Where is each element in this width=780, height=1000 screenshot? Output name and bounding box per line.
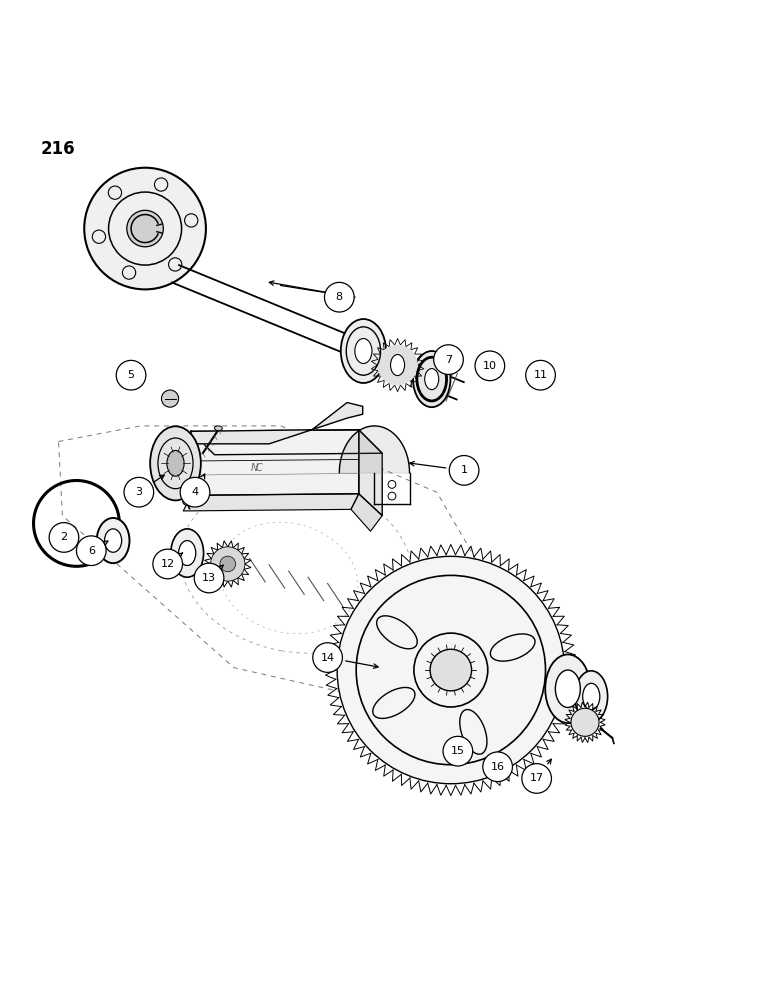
Circle shape <box>211 547 245 581</box>
Text: 4: 4 <box>191 487 199 497</box>
Circle shape <box>483 752 512 782</box>
Circle shape <box>522 764 551 793</box>
Ellipse shape <box>413 351 451 407</box>
Ellipse shape <box>341 319 386 383</box>
Circle shape <box>116 360 146 390</box>
Ellipse shape <box>105 529 122 552</box>
Text: 11: 11 <box>534 370 548 380</box>
Circle shape <box>313 643 342 672</box>
Ellipse shape <box>179 541 196 566</box>
Circle shape <box>84 168 206 289</box>
Ellipse shape <box>555 670 580 707</box>
Circle shape <box>443 736 473 766</box>
Ellipse shape <box>97 518 129 563</box>
Circle shape <box>153 549 183 579</box>
Text: 5: 5 <box>128 370 134 380</box>
Circle shape <box>434 345 463 374</box>
Text: 17: 17 <box>530 773 544 783</box>
Circle shape <box>449 456 479 485</box>
Text: 13: 13 <box>202 573 216 583</box>
Circle shape <box>124 477 154 507</box>
Ellipse shape <box>545 654 590 723</box>
Ellipse shape <box>171 529 204 577</box>
Circle shape <box>430 649 472 691</box>
Circle shape <box>571 708 599 736</box>
Polygon shape <box>191 430 359 495</box>
Text: 15: 15 <box>451 746 465 756</box>
Polygon shape <box>359 430 382 516</box>
Ellipse shape <box>575 671 608 722</box>
Ellipse shape <box>215 426 222 431</box>
Text: 2: 2 <box>60 532 68 542</box>
Polygon shape <box>351 494 382 531</box>
Text: 14: 14 <box>321 653 335 663</box>
Circle shape <box>475 351 505 381</box>
Circle shape <box>183 496 192 505</box>
Circle shape <box>324 282 354 312</box>
Ellipse shape <box>150 426 201 500</box>
Circle shape <box>337 556 565 784</box>
Circle shape <box>76 536 106 566</box>
Text: 3: 3 <box>136 487 142 497</box>
Ellipse shape <box>167 450 184 476</box>
Circle shape <box>161 390 179 407</box>
Polygon shape <box>183 494 359 511</box>
Text: 1: 1 <box>461 465 467 475</box>
Text: 12: 12 <box>161 559 175 569</box>
Text: 7: 7 <box>445 355 452 365</box>
Text: 6: 6 <box>88 546 94 556</box>
Polygon shape <box>191 402 363 444</box>
Text: 8: 8 <box>335 292 343 302</box>
Ellipse shape <box>425 369 438 390</box>
Circle shape <box>220 556 236 572</box>
Text: $\mathit{N\!C}$: $\mathit{N\!C}$ <box>250 461 264 473</box>
Text: 216: 216 <box>41 140 75 158</box>
Polygon shape <box>191 430 382 455</box>
Circle shape <box>127 210 163 247</box>
Circle shape <box>49 523 79 552</box>
Text: 16: 16 <box>491 762 505 772</box>
Circle shape <box>194 563 224 593</box>
Ellipse shape <box>355 339 372 363</box>
Circle shape <box>526 360 555 390</box>
Circle shape <box>180 477 210 507</box>
Text: 10: 10 <box>483 361 497 371</box>
Circle shape <box>378 345 418 385</box>
Ellipse shape <box>583 683 600 710</box>
Ellipse shape <box>391 355 405 376</box>
